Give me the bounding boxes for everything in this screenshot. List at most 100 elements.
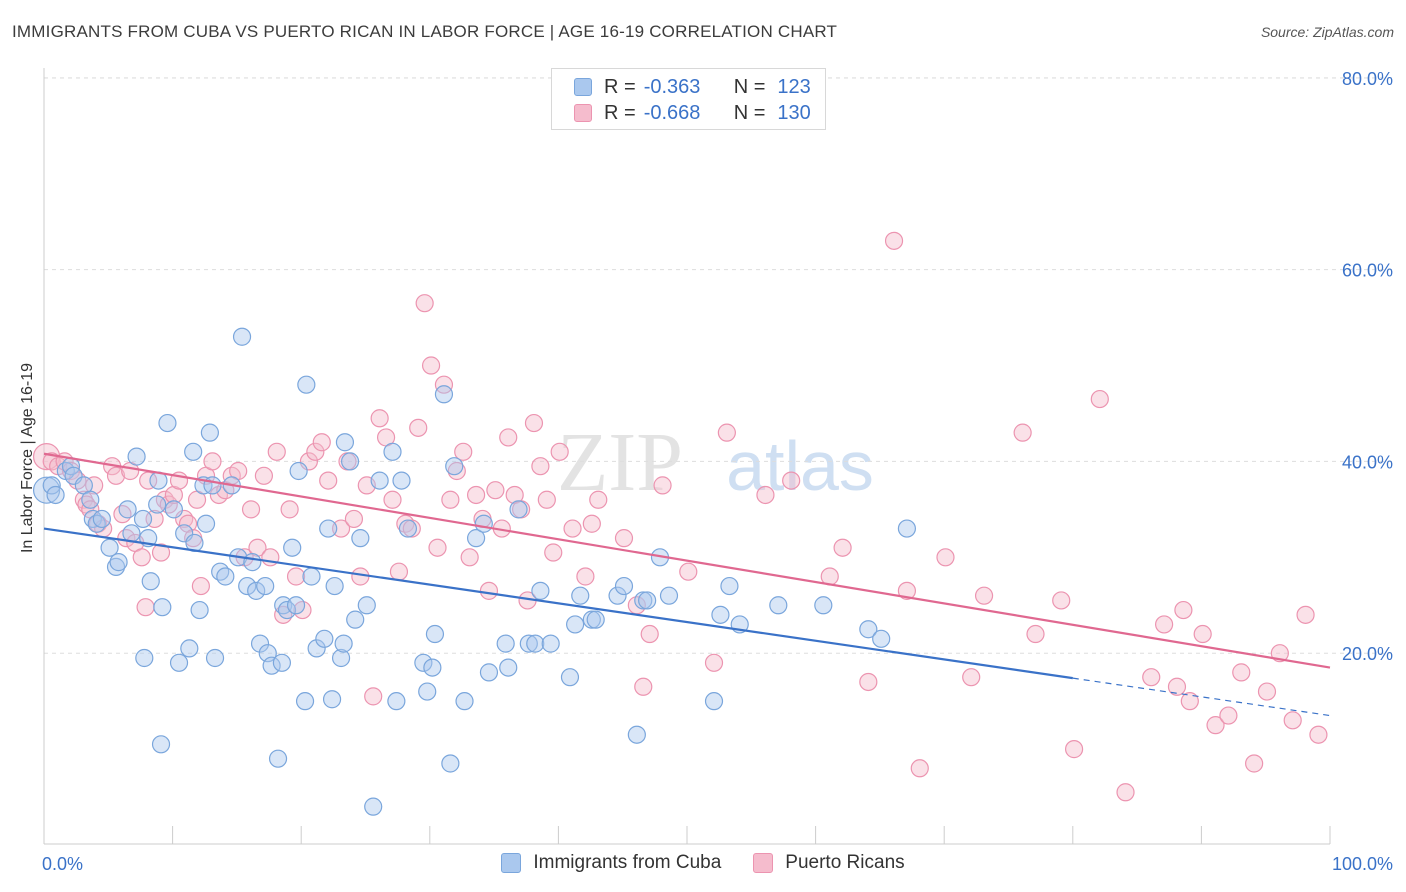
- cuba-point: [387, 692, 406, 711]
- puerto-rican-point: [531, 457, 550, 476]
- puerto-rican-point: [1219, 706, 1238, 725]
- legend-r-value: -0.668: [643, 101, 701, 124]
- cuba-point: [571, 586, 590, 605]
- cuba-point: [133, 509, 153, 529]
- puerto-rican-point: [653, 476, 672, 495]
- puerto-rican-point: [479, 581, 499, 600]
- cuba-point: [398, 519, 418, 538]
- cuba-point: [897, 519, 917, 538]
- cuba-point: [286, 596, 306, 615]
- cuba-point: [370, 471, 389, 490]
- cuba-point: [277, 600, 297, 620]
- puerto-rican-point: [704, 653, 724, 672]
- puerto-rican-point: [441, 490, 460, 509]
- cuba-point: [256, 576, 275, 596]
- trend-line-puerto-ricans: [43, 452, 1331, 669]
- puerto-rican-point: [428, 538, 447, 557]
- puerto-rican-point: [544, 543, 563, 562]
- cuba-point: [289, 461, 308, 481]
- puerto-rican-point: [85, 476, 104, 495]
- puerto-rican-point: [344, 509, 364, 529]
- puerto-rican-point: [859, 672, 878, 692]
- puerto-rican-point: [756, 485, 775, 505]
- puerto-rican-point: [1283, 711, 1302, 730]
- puerto-rican-point: [61, 461, 81, 481]
- cuba-point: [184, 442, 203, 461]
- cuba-point: [100, 538, 119, 557]
- cuba-point: [118, 500, 137, 519]
- cuba-point: [659, 586, 679, 605]
- cuba-point: [627, 725, 646, 744]
- puerto-rican-point: [151, 543, 171, 562]
- cuba-point: [526, 634, 545, 653]
- cuba-point: [190, 600, 209, 620]
- cuba-point: [519, 634, 538, 653]
- puerto-rican-point: [1167, 677, 1187, 696]
- legend-label-puerto-ricans: Puerto Ricans: [785, 852, 905, 873]
- legend-n-label: N =: [733, 101, 766, 124]
- puerto-rican-point: [1090, 389, 1109, 409]
- puerto-rican-point: [1174, 600, 1193, 620]
- puerto-rican-point: [191, 576, 210, 596]
- cuba-point: [203, 476, 222, 495]
- cuba-point: [418, 682, 437, 701]
- cuba-point: [872, 629, 891, 648]
- y-tick-label: 20.0%: [1342, 644, 1393, 664]
- puerto-rican-point: [1052, 591, 1071, 610]
- axes: [43, 68, 1331, 845]
- cuba-point: [340, 452, 360, 471]
- cuba-point: [608, 586, 627, 605]
- cuba-point: [196, 514, 216, 533]
- cuba-point: [205, 648, 225, 668]
- legend-r-label: R =: [604, 75, 636, 98]
- puerto-rican-point: [614, 529, 634, 548]
- cuba-point: [531, 581, 550, 600]
- legend-item-cuba[interactable]: Immigrants from Cuba: [501, 852, 721, 874]
- y-tick-label: 60.0%: [1342, 261, 1393, 281]
- y-tick-label: 80.0%: [1342, 69, 1393, 89]
- cuba-point: [135, 648, 154, 668]
- puerto-rican-point: [248, 538, 267, 557]
- puerto-rican-point: [178, 514, 198, 533]
- puerto-rican-point: [897, 581, 917, 600]
- puerto-rican-point: [589, 490, 608, 509]
- cuba-point: [151, 735, 171, 754]
- puerto-rican-point: [254, 466, 274, 485]
- puerto-rican-point: [576, 567, 595, 586]
- puerto-rican-point: [962, 668, 981, 687]
- puerto-rican-point: [370, 409, 389, 428]
- puerto-rican-point: [910, 759, 929, 778]
- puerto-rican-point: [434, 375, 454, 394]
- legend-label-cuba: Immigrants from Cuba: [533, 852, 722, 873]
- legend-item-puerto-ricans[interactable]: Puerto Ricans: [753, 852, 905, 874]
- puerto-rican-point: [640, 624, 659, 644]
- puerto-rican-point: [1013, 423, 1032, 442]
- cuba-point: [566, 615, 585, 634]
- cuba-point: [455, 692, 474, 711]
- cuba-point: [509, 500, 528, 519]
- trend-line-cuba: [43, 527, 1073, 680]
- puerto-rican-point: [1232, 663, 1251, 682]
- cuba-point: [127, 447, 146, 466]
- puerto-rican-point: [267, 442, 286, 461]
- cuba-point: [247, 581, 266, 600]
- puerto-rican-point: [1155, 615, 1174, 634]
- cuba-point: [148, 495, 167, 514]
- puerto-rican-point: [364, 687, 383, 706]
- cuba-point: [638, 591, 657, 610]
- cuba-point: [272, 653, 292, 672]
- cuba-point: [331, 648, 351, 668]
- trend-lines: [43, 452, 1331, 717]
- cuba-point: [711, 605, 730, 624]
- legend-n-label: N =: [733, 75, 766, 98]
- source-label: Source: ZipAtlas.com: [1260, 24, 1394, 40]
- puerto-rican-point: [402, 519, 421, 538]
- legend-swatch-cuba: [574, 78, 592, 96]
- puerto-rican-point: [331, 519, 351, 538]
- puerto-rican-point: [1206, 716, 1225, 735]
- cuba-point: [106, 557, 126, 576]
- cuba-point: [423, 658, 442, 677]
- cuba-point: [586, 610, 605, 629]
- puerto-rican-point: [1116, 783, 1135, 802]
- legend-n-value: 130: [777, 101, 811, 124]
